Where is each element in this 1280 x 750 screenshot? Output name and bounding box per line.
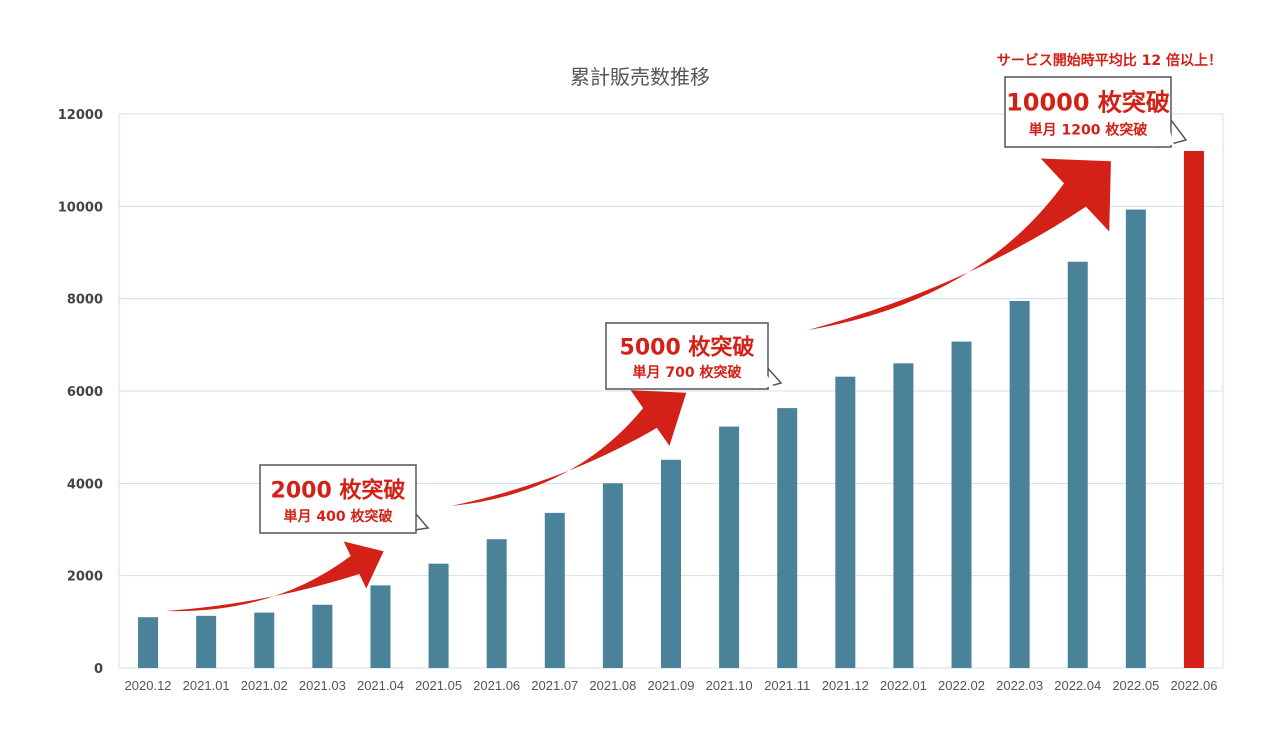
growth-arrow-2 bbox=[451, 390, 687, 506]
bar-2020.12 bbox=[138, 617, 159, 668]
growth-arrow-3 bbox=[808, 158, 1111, 330]
bars-layer bbox=[138, 150, 1204, 668]
x-tick-label: 2021.07 bbox=[531, 678, 578, 693]
callout-box bbox=[605, 322, 769, 390]
callout-box bbox=[259, 464, 417, 534]
bar-2022.02 bbox=[951, 341, 972, 668]
y-tick-label: 4000 bbox=[67, 477, 103, 492]
callout-tail-cover bbox=[1160, 120, 1174, 145]
callout-main-text: 5000 枚突破 bbox=[620, 335, 755, 361]
callout-tail-cover bbox=[760, 365, 774, 387]
bar-2021.07 bbox=[544, 512, 565, 668]
x-tick-label: 2022.02 bbox=[938, 678, 985, 693]
bar-2022.06 bbox=[1183, 150, 1204, 668]
bar-2022.04 bbox=[1067, 261, 1088, 668]
callout-sub-text: 単月 700 枚突破 bbox=[633, 364, 742, 381]
bar-2021.10 bbox=[719, 426, 740, 668]
callout-main-text: 2000 枚突破 bbox=[271, 478, 406, 504]
y-tick-label: 8000 bbox=[67, 293, 103, 308]
bar-2021.02 bbox=[254, 612, 275, 668]
bar-2021.08 bbox=[602, 483, 623, 668]
x-tick-label: 2020.12 bbox=[125, 678, 172, 693]
callout-sub-text: 単月 400 枚突破 bbox=[284, 508, 393, 525]
bar-2022.03 bbox=[1009, 300, 1030, 668]
bar-2022.05 bbox=[1125, 209, 1146, 668]
bar-2021.04 bbox=[370, 585, 391, 668]
y-tick-label: 2000 bbox=[67, 570, 103, 585]
x-tick-label: 2021.10 bbox=[706, 678, 753, 693]
x-tick-label: 2021.08 bbox=[589, 678, 636, 693]
y-tick-label: 10000 bbox=[58, 200, 103, 215]
x-tick-label: 2021.12 bbox=[822, 678, 869, 693]
y-tick-label: 6000 bbox=[67, 385, 103, 400]
bar-2021.05 bbox=[428, 563, 449, 668]
x-tick-label: 2022.03 bbox=[996, 678, 1043, 693]
x-tick-label: 2022.01 bbox=[880, 678, 927, 693]
top-note: サービス開始時平均比 12 倍以上！ bbox=[997, 52, 1222, 69]
callout-box bbox=[1004, 76, 1172, 148]
x-tick-label: 2021.05 bbox=[415, 678, 462, 693]
callout-tail-cover bbox=[395, 507, 409, 531]
bar-2022.01 bbox=[893, 363, 914, 668]
x-tick-label: 2021.02 bbox=[241, 678, 288, 693]
bar-2021.09 bbox=[661, 459, 681, 668]
callout-main-text: 10000 枚突破 bbox=[1006, 89, 1170, 117]
bar-2021.03 bbox=[312, 604, 333, 668]
x-tick-label: 2021.03 bbox=[299, 678, 346, 693]
growth-arrow-1 bbox=[166, 541, 384, 612]
x-tick-label: 2021.01 bbox=[183, 678, 230, 693]
bar-2021.01 bbox=[196, 615, 217, 668]
x-tick-label: 2021.09 bbox=[648, 678, 695, 693]
x-tick-label: 2022.06 bbox=[1170, 678, 1217, 693]
y-tick-label: 0 bbox=[94, 662, 103, 677]
bar-2021.11 bbox=[777, 408, 798, 668]
callout-sub-text: 単月 1200 枚突破 bbox=[1029, 121, 1148, 138]
chart-title: 累計販売数推移 bbox=[570, 65, 710, 89]
bar-2021.12 bbox=[835, 376, 856, 668]
x-tick-label: 2021.04 bbox=[357, 678, 404, 693]
x-tick-label: 2021.11 bbox=[764, 678, 810, 693]
x-tick-label: 2022.04 bbox=[1054, 678, 1101, 693]
y-tick-label: 12000 bbox=[58, 108, 103, 123]
bar-2021.06 bbox=[486, 539, 507, 668]
x-tick-label: 2022.05 bbox=[1112, 678, 1159, 693]
arrows-layer bbox=[166, 158, 1111, 612]
x-tick-label: 2021.06 bbox=[473, 678, 520, 693]
axis-layer: 0 2000 4000 6000 8000 10000 12000 2020.12 2021.0… bbox=[58, 108, 1218, 693]
